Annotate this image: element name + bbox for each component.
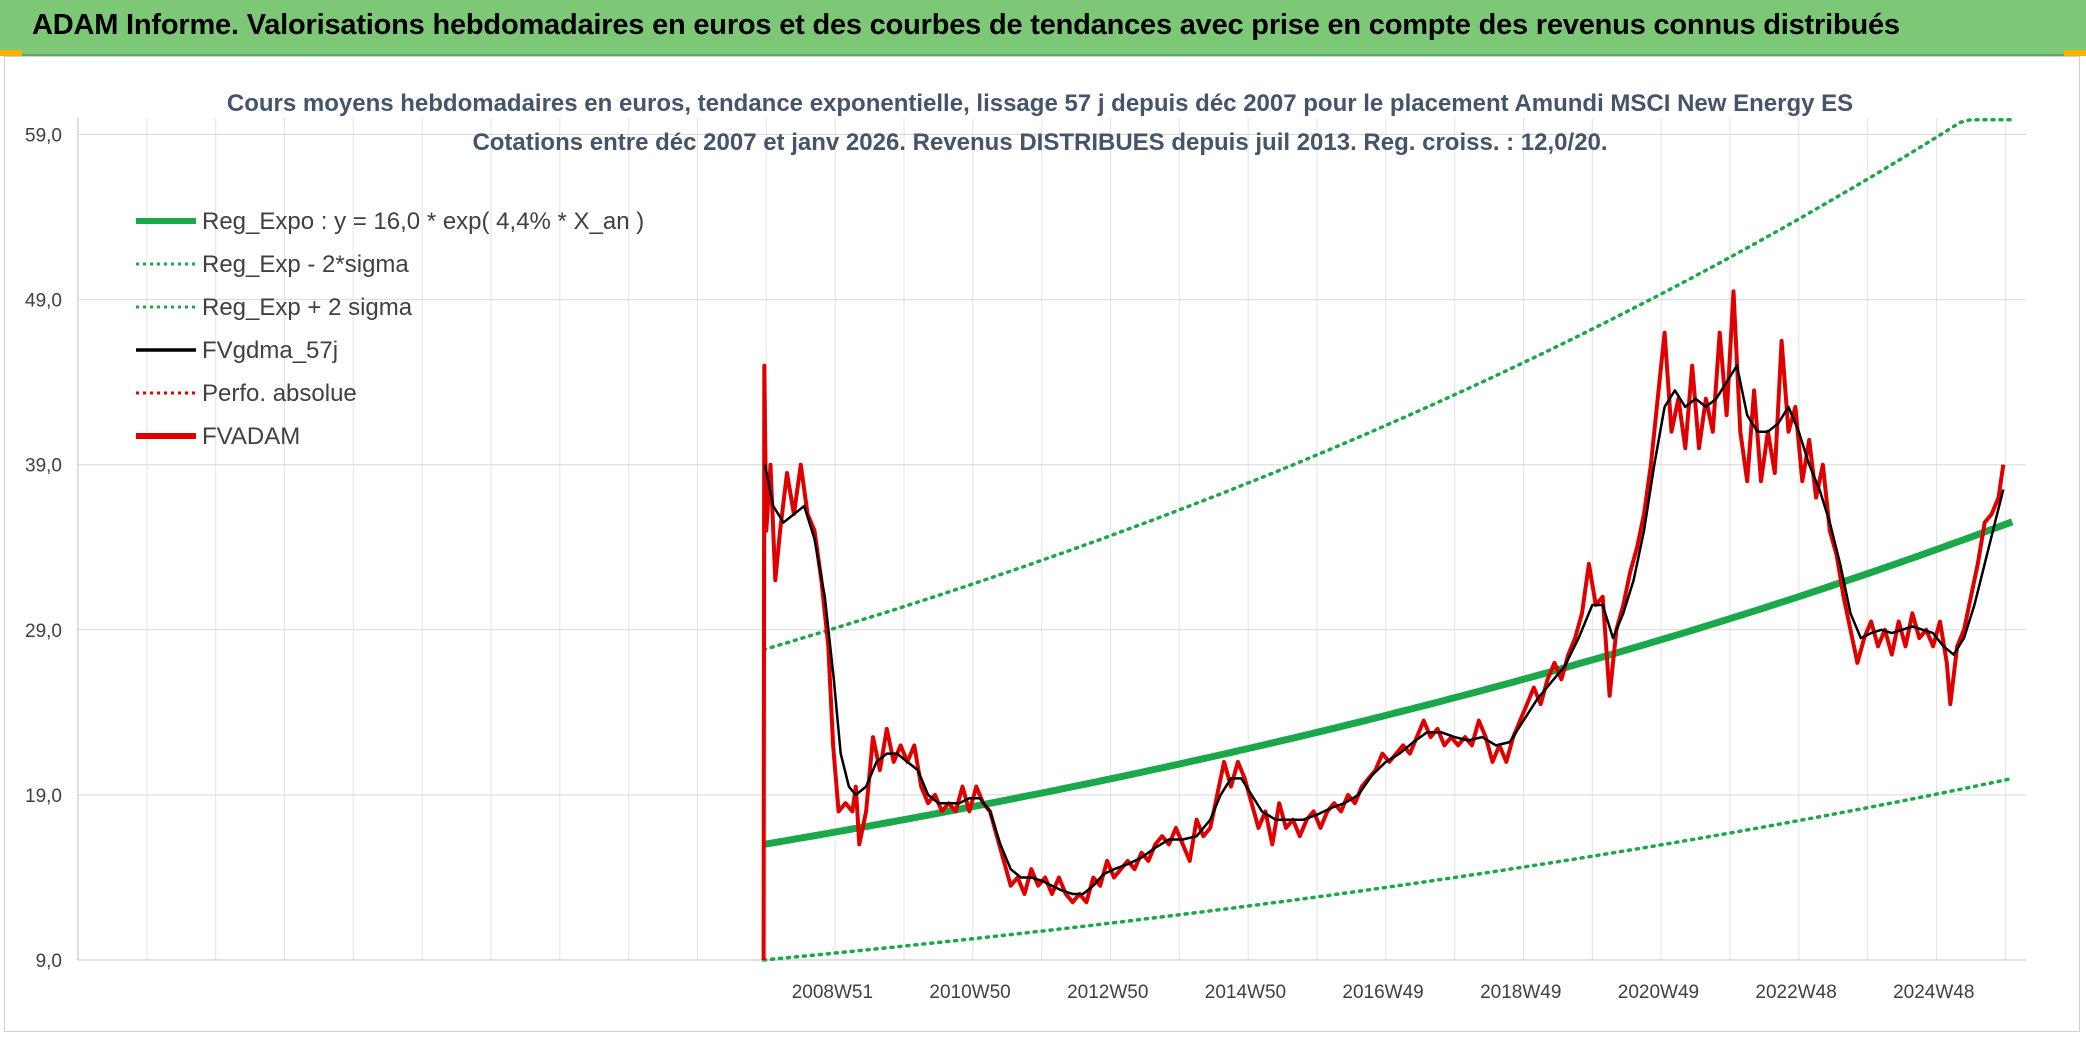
legend-label: Reg_Exp - 2*sigma: [202, 251, 409, 278]
y-tick-label: 9,0: [36, 951, 62, 972]
reg-exp-minus-2sigma-line: [761, 776, 2014, 962]
corner-marker-right: [2064, 50, 2086, 56]
legend-label: Reg_Exp + 2 sigma: [202, 294, 413, 321]
reg-expo-line: [763, 518, 2014, 848]
legend: Reg_Expo : y = 16,0 * exp( 4,4% * X_an )…: [136, 208, 644, 450]
x-axis: 2008W51 2010W50 2012W50 2014W50 2016W49 2018W…: [78, 959, 2026, 1003]
y-tick-label: 29,0: [25, 621, 62, 642]
chart-frame: [4, 56, 2080, 1032]
fvgdma-57j-line: [763, 364, 2005, 896]
report-title: ADAM Informe. Valorisations hebdomadaire…: [32, 9, 1900, 41]
x-tick-label: 2022W48: [1755, 982, 1836, 1003]
y-tick-label: 59,0: [25, 126, 62, 147]
x-tick-label: 2016W49: [1342, 982, 1423, 1003]
grid-lines: [78, 118, 2026, 961]
x-tick-label: 2024W48: [1893, 982, 1974, 1003]
corner-marker-left: [0, 50, 22, 56]
legend-label: Perfo. absolue: [202, 380, 357, 407]
x-tick-label: 2012W50: [1067, 982, 1148, 1003]
legend-label: FVgdma_57j: [202, 337, 338, 364]
x-tick-label: 2014W50: [1205, 982, 1286, 1003]
data-series: [761, 289, 2006, 961]
y-axis: 9,0 19,0 29,0 39,0 49,0 59,0: [25, 118, 79, 972]
legend-label: Reg_Expo : y = 16,0 * exp( 4,4% * X_an ): [202, 208, 644, 235]
legend-label: FVADAM: [202, 423, 300, 450]
y-tick-label: 49,0: [25, 291, 62, 312]
fvadam-line: [761, 289, 2006, 961]
trend-lines: [761, 117, 2014, 962]
chart-subtitle: Cotations entre déc 2007 et janv 2026. R…: [472, 129, 1607, 156]
reg-exp-plus-2sigma-line: [761, 117, 2014, 652]
x-tick-label: 2008W51: [792, 982, 873, 1003]
report-banner: ADAM Informe. Valorisations hebdomadaire…: [0, 0, 2086, 56]
y-tick-label: 19,0: [25, 786, 62, 807]
x-tick-label: 2010W50: [929, 982, 1010, 1003]
chart-title: Cours moyens hebdomadaires en euros, ten…: [227, 90, 1853, 117]
y-tick-label: 39,0: [25, 456, 62, 477]
x-tick-label: 2020W49: [1618, 982, 1699, 1003]
x-tick-label: 2018W49: [1480, 982, 1561, 1003]
